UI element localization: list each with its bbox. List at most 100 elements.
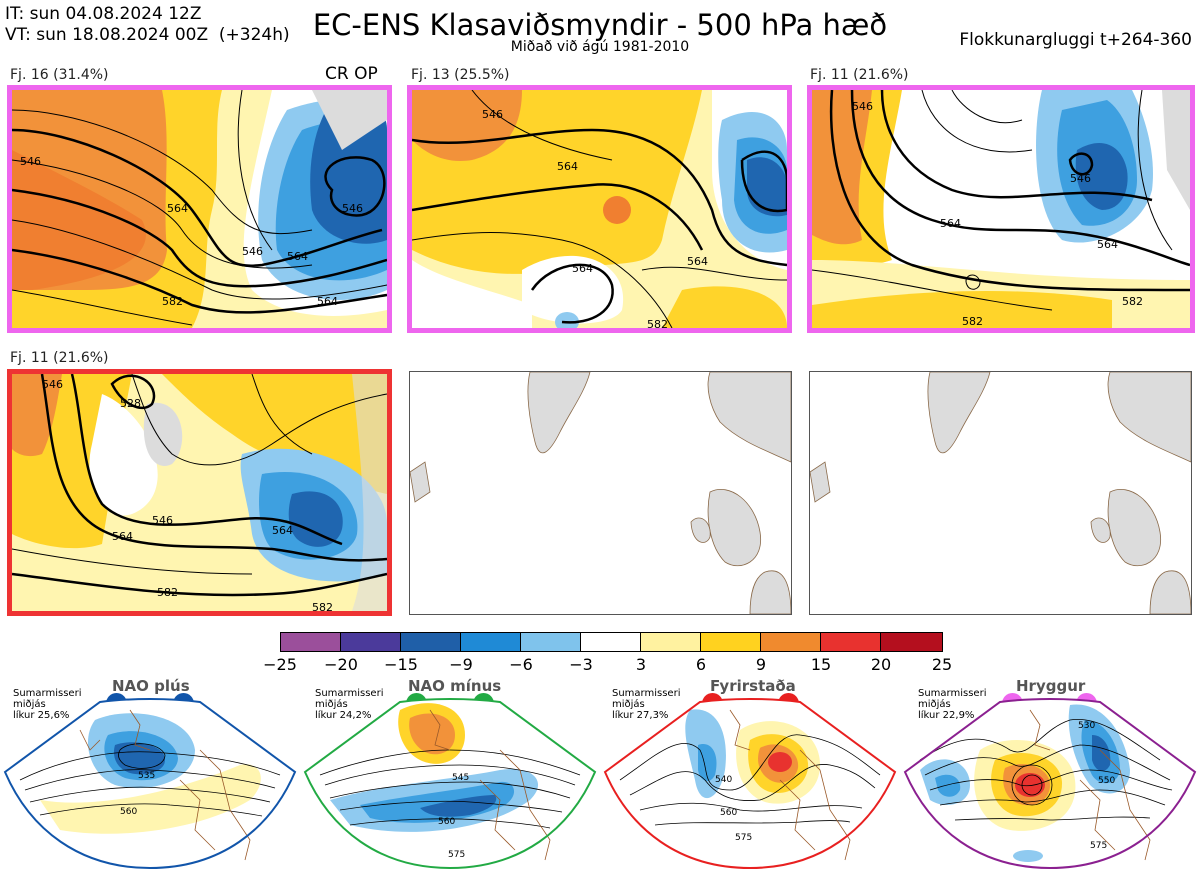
contour-label: 575 — [735, 833, 752, 843]
contour-label: 546 — [20, 155, 41, 168]
regime-median: miðjás — [918, 699, 951, 710]
regime-season: Sumarmisseri — [918, 688, 987, 699]
panel-4-label: Fj. 11 (21.6%) — [10, 350, 109, 366]
regime-likelihood: líkur 22,9% — [918, 710, 975, 721]
regime-3-info: Sumarmisseri miðjás líkur 27,3% — [612, 688, 680, 721]
contour-label: 564 — [687, 255, 708, 268]
regime-likelihood: líkur 25,6% — [13, 710, 70, 721]
contour-label: 546 — [152, 514, 173, 527]
colorbar-tick: −20 — [324, 655, 358, 674]
colorbar-swatch — [341, 632, 401, 652]
contour-label: 582 — [312, 601, 333, 611]
panel-2-label: Fj. 13 (25.5%) — [411, 67, 510, 83]
contour-label: 564 — [287, 250, 308, 263]
contour-label: 582 — [157, 586, 178, 599]
colorbar-swatch — [581, 632, 641, 652]
contour-label: 560 — [720, 808, 737, 818]
contour-label: 545 — [452, 773, 469, 783]
cluster-map-4[interactable]: 528 546 546 564 564 582 582 — [7, 369, 392, 616]
colorbar-swatch — [641, 632, 701, 652]
contour-label: 535 — [138, 771, 155, 781]
classification-window: Flokkunargluggi t+264-360 — [959, 30, 1192, 50]
contour-label: 540 — [715, 775, 732, 785]
regime-1-title: NAO plús — [112, 677, 190, 695]
contour-label: 546 — [1070, 172, 1091, 185]
colorbar-swatch — [521, 632, 581, 652]
contour-label: 564 — [272, 524, 293, 537]
colorbar-swatch — [821, 632, 881, 652]
contour-label: 546 — [342, 202, 363, 215]
colorbar-tick: 15 — [810, 655, 832, 674]
contour-label: 560 — [438, 817, 455, 827]
regime-4-map: 530 550 575 — [903, 698, 1197, 870]
regime-3-map: 540 560 575 — [603, 698, 897, 870]
contour-label: 564 — [317, 295, 338, 308]
panel-3-label: Fj. 11 (21.6%) — [810, 67, 909, 83]
regime-2-map: 545 560 575 — [303, 698, 597, 870]
contour-label: 546 — [482, 108, 503, 121]
colorbar-swatch — [761, 632, 821, 652]
contour-label: 550 — [1098, 776, 1115, 786]
colorbar-tick: 20 — [870, 655, 892, 674]
colorbar-swatch — [461, 632, 521, 652]
colorbar-swatch — [701, 632, 761, 652]
panel-1-tag: CR OP — [325, 64, 378, 84]
regime-1-map: 535 560 — [3, 698, 297, 870]
regime-1-info: Sumarmisseri miðjás líkur 25,6% — [13, 688, 81, 721]
contour-label: 582 — [162, 295, 183, 308]
panel-1-label: Fj. 16 (31.4%) — [10, 67, 109, 83]
contour-label: 564 — [557, 160, 578, 173]
regime-likelihood: líkur 27,3% — [612, 710, 669, 721]
colorbar-frame — [280, 632, 943, 652]
regime-2-info: Sumarmisseri miðjás líkur 24,2% — [315, 688, 383, 721]
regime-3-title: Fyrirstaða — [710, 677, 796, 695]
run-times: IT: sun 04.08.2024 12Z VT: sun 18.08.2024… — [5, 4, 290, 46]
contour-label: 575 — [448, 850, 465, 860]
regime-median: miðjás — [13, 699, 46, 710]
regime-median: miðjás — [315, 699, 348, 710]
regime-2-title: NAO mínus — [408, 677, 502, 695]
valid-time: VT: sun 18.08.2024 00Z (+324h) — [5, 25, 290, 45]
contour-label: 564 — [167, 202, 188, 215]
empty-map-6 — [809, 371, 1192, 615]
contour-label: 564 — [940, 217, 961, 230]
contour-label: 564 — [112, 530, 133, 543]
contour-label: 546 — [242, 245, 263, 258]
contour-label: 546 — [852, 100, 873, 113]
regime-season: Sumarmisseri — [612, 688, 681, 699]
contour-label: 575 — [1090, 841, 1107, 851]
page-title: EC-ENS Klasaviðsmyndir - 500 hPa hæð — [312, 8, 888, 42]
colorbar-tick: −25 — [263, 655, 297, 674]
cluster-map-1[interactable]: 546 564 564 582 546 564 546 — [7, 85, 392, 333]
contour-label: 582 — [962, 315, 983, 328]
page-subtitle: Miðað við ágú 1981-2010 — [510, 39, 690, 55]
cluster-map-2[interactable]: 546 564 564 564 582 — [407, 85, 792, 333]
regime-4-info: Sumarmisseri miðjás líkur 22,9% — [918, 688, 986, 721]
colorbar-tick: −6 — [509, 655, 533, 674]
initial-time: IT: sun 04.08.2024 12Z — [5, 4, 202, 24]
contour-label: 546 — [42, 378, 63, 391]
contour-label: 530 — [1078, 721, 1095, 731]
cluster-map-3[interactable]: 546 564 546 564 582 582 — [807, 85, 1195, 333]
contour-label: 564 — [572, 262, 593, 275]
colorbar-tick: 25 — [931, 655, 953, 674]
colorbar-swatch — [280, 632, 341, 652]
colorbar-tick: −9 — [449, 655, 473, 674]
colorbar-tick: 9 — [755, 655, 767, 674]
contour-label: 564 — [1097, 238, 1118, 251]
contour-label: 582 — [1122, 295, 1143, 308]
colorbar-tick: −15 — [384, 655, 418, 674]
regime-4-title: Hryggur — [1016, 677, 1086, 695]
colorbar-tick: 3 — [635, 655, 647, 674]
contour-label: 528 — [120, 397, 141, 410]
regime-likelihood: líkur 24,2% — [315, 710, 372, 721]
colorbar-tick: −3 — [569, 655, 593, 674]
regime-season: Sumarmisseri — [13, 688, 82, 699]
regime-median: miðjás — [612, 699, 645, 710]
contour-label: 582 — [647, 318, 668, 328]
colorbar-tick: 6 — [695, 655, 707, 674]
contour-label: 560 — [120, 807, 137, 817]
regime-season: Sumarmisseri — [315, 688, 384, 699]
empty-map-5 — [409, 371, 792, 615]
colorbar-swatch — [401, 632, 461, 652]
